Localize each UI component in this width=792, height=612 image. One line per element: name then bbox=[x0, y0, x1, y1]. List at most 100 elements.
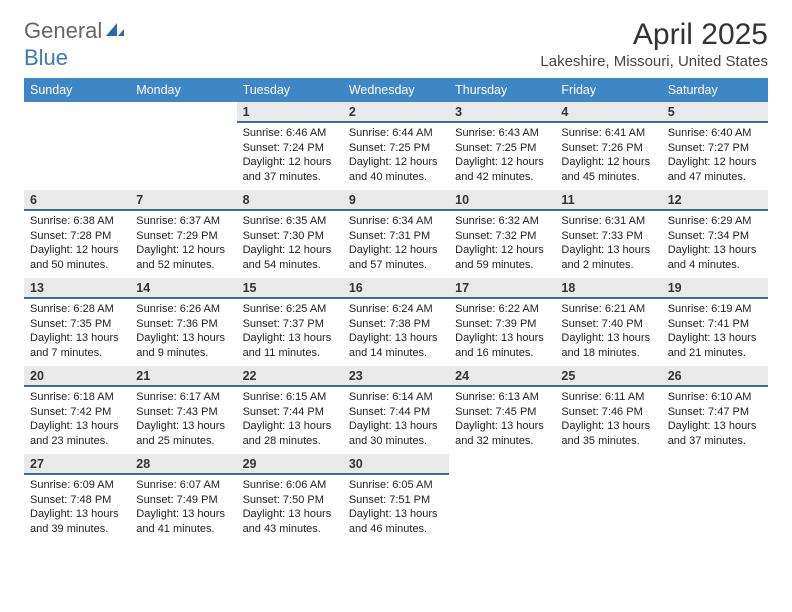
day-number: 16 bbox=[343, 278, 449, 299]
day-details: Sunrise: 6:32 AMSunset: 7:32 PMDaylight:… bbox=[449, 211, 555, 276]
day-details: Sunrise: 6:11 AMSunset: 7:46 PMDaylight:… bbox=[555, 387, 661, 452]
sunrise-line: Sunrise: 6:19 AM bbox=[668, 302, 762, 317]
day-details: Sunrise: 6:05 AMSunset: 7:51 PMDaylight:… bbox=[343, 475, 449, 540]
calendar-day: 9Sunrise: 6:34 AMSunset: 7:31 PMDaylight… bbox=[343, 190, 449, 278]
page-title: April 2025 bbox=[540, 18, 768, 51]
calendar-day: 18Sunrise: 6:21 AMSunset: 7:40 PMDayligh… bbox=[555, 278, 661, 366]
day-number: 27 bbox=[24, 454, 130, 475]
calendar-day: 1Sunrise: 6:46 AMSunset: 7:24 PMDaylight… bbox=[237, 102, 343, 190]
day-number: 11 bbox=[555, 190, 661, 211]
calendar-day: 11Sunrise: 6:31 AMSunset: 7:33 PMDayligh… bbox=[555, 190, 661, 278]
day-details: Sunrise: 6:29 AMSunset: 7:34 PMDaylight:… bbox=[662, 211, 768, 276]
day-details: Sunrise: 6:17 AMSunset: 7:43 PMDaylight:… bbox=[130, 387, 236, 452]
sunrise-line: Sunrise: 6:40 AM bbox=[668, 126, 762, 141]
daylight-line: Daylight: 13 hours and 9 minutes. bbox=[136, 331, 230, 360]
daylight-line: Daylight: 13 hours and 41 minutes. bbox=[136, 507, 230, 536]
sunrise-line: Sunrise: 6:13 AM bbox=[455, 390, 549, 405]
sunset-line: Sunset: 7:32 PM bbox=[455, 229, 549, 244]
daylight-line: Daylight: 13 hours and 28 minutes. bbox=[243, 419, 337, 448]
daylight-line: Daylight: 12 hours and 40 minutes. bbox=[349, 155, 443, 184]
day-details: Sunrise: 6:41 AMSunset: 7:26 PMDaylight:… bbox=[555, 123, 661, 188]
day-details: Sunrise: 6:06 AMSunset: 7:50 PMDaylight:… bbox=[237, 475, 343, 540]
day-number: 17 bbox=[449, 278, 555, 299]
sunset-line: Sunset: 7:28 PM bbox=[30, 229, 124, 244]
day-details: Sunrise: 6:09 AMSunset: 7:48 PMDaylight:… bbox=[24, 475, 130, 540]
daylight-line: Daylight: 13 hours and 11 minutes. bbox=[243, 331, 337, 360]
calendar-week: 1Sunrise: 6:46 AMSunset: 7:24 PMDaylight… bbox=[24, 102, 768, 190]
sunrise-line: Sunrise: 6:25 AM bbox=[243, 302, 337, 317]
sunrise-line: Sunrise: 6:05 AM bbox=[349, 478, 443, 493]
day-details: Sunrise: 6:19 AMSunset: 7:41 PMDaylight:… bbox=[662, 299, 768, 364]
day-details: Sunrise: 6:26 AMSunset: 7:36 PMDaylight:… bbox=[130, 299, 236, 364]
day-number: 14 bbox=[130, 278, 236, 299]
calendar-day: 26Sunrise: 6:10 AMSunset: 7:47 PMDayligh… bbox=[662, 366, 768, 454]
day-details: Sunrise: 6:15 AMSunset: 7:44 PMDaylight:… bbox=[237, 387, 343, 452]
sunset-line: Sunset: 7:44 PM bbox=[243, 405, 337, 420]
calendar-week: 20Sunrise: 6:18 AMSunset: 7:42 PMDayligh… bbox=[24, 366, 768, 454]
sunset-line: Sunset: 7:27 PM bbox=[668, 141, 762, 156]
calendar-day: 13Sunrise: 6:28 AMSunset: 7:35 PMDayligh… bbox=[24, 278, 130, 366]
sunrise-line: Sunrise: 6:41 AM bbox=[561, 126, 655, 141]
day-details: Sunrise: 6:25 AMSunset: 7:37 PMDaylight:… bbox=[237, 299, 343, 364]
calendar-day: 29Sunrise: 6:06 AMSunset: 7:50 PMDayligh… bbox=[237, 454, 343, 542]
sunrise-line: Sunrise: 6:14 AM bbox=[349, 390, 443, 405]
daylight-line: Daylight: 12 hours and 45 minutes. bbox=[561, 155, 655, 184]
sunset-line: Sunset: 7:38 PM bbox=[349, 317, 443, 332]
day-details: Sunrise: 6:46 AMSunset: 7:24 PMDaylight:… bbox=[237, 123, 343, 188]
calendar-day: 20Sunrise: 6:18 AMSunset: 7:42 PMDayligh… bbox=[24, 366, 130, 454]
daylight-line: Daylight: 13 hours and 7 minutes. bbox=[30, 331, 124, 360]
sunset-line: Sunset: 7:37 PM bbox=[243, 317, 337, 332]
day-number: 13 bbox=[24, 278, 130, 299]
day-number: 18 bbox=[555, 278, 661, 299]
sunset-line: Sunset: 7:51 PM bbox=[349, 493, 443, 508]
sunset-line: Sunset: 7:31 PM bbox=[349, 229, 443, 244]
sunrise-line: Sunrise: 6:21 AM bbox=[561, 302, 655, 317]
calendar-day: 30Sunrise: 6:05 AMSunset: 7:51 PMDayligh… bbox=[343, 454, 449, 542]
calendar-day: 5Sunrise: 6:40 AMSunset: 7:27 PMDaylight… bbox=[662, 102, 768, 190]
day-number: 12 bbox=[662, 190, 768, 211]
calendar-day: 19Sunrise: 6:19 AMSunset: 7:41 PMDayligh… bbox=[662, 278, 768, 366]
daylight-line: Daylight: 12 hours and 52 minutes. bbox=[136, 243, 230, 272]
day-number: 22 bbox=[237, 366, 343, 387]
day-details: Sunrise: 6:40 AMSunset: 7:27 PMDaylight:… bbox=[662, 123, 768, 188]
sunset-line: Sunset: 7:45 PM bbox=[455, 405, 549, 420]
daylight-line: Daylight: 13 hours and 30 minutes. bbox=[349, 419, 443, 448]
calendar-day: 21Sunrise: 6:17 AMSunset: 7:43 PMDayligh… bbox=[130, 366, 236, 454]
sunrise-line: Sunrise: 6:37 AM bbox=[136, 214, 230, 229]
day-number: 19 bbox=[662, 278, 768, 299]
day-number: 6 bbox=[24, 190, 130, 211]
sunset-line: Sunset: 7:34 PM bbox=[668, 229, 762, 244]
day-number: 29 bbox=[237, 454, 343, 475]
day-details: Sunrise: 6:21 AMSunset: 7:40 PMDaylight:… bbox=[555, 299, 661, 364]
logo-text-1: General bbox=[24, 18, 102, 44]
daylight-line: Daylight: 13 hours and 46 minutes. bbox=[349, 507, 443, 536]
day-details: Sunrise: 6:22 AMSunset: 7:39 PMDaylight:… bbox=[449, 299, 555, 364]
sunset-line: Sunset: 7:24 PM bbox=[243, 141, 337, 156]
day-details: Sunrise: 6:28 AMSunset: 7:35 PMDaylight:… bbox=[24, 299, 130, 364]
calendar-day: 16Sunrise: 6:24 AMSunset: 7:38 PMDayligh… bbox=[343, 278, 449, 366]
logo-text-2: Blue bbox=[24, 45, 68, 71]
sunset-line: Sunset: 7:33 PM bbox=[561, 229, 655, 244]
sunrise-line: Sunrise: 6:15 AM bbox=[243, 390, 337, 405]
sunset-line: Sunset: 7:50 PM bbox=[243, 493, 337, 508]
daylight-line: Daylight: 13 hours and 43 minutes. bbox=[243, 507, 337, 536]
day-number: 2 bbox=[343, 102, 449, 123]
calendar-day: 14Sunrise: 6:26 AMSunset: 7:36 PMDayligh… bbox=[130, 278, 236, 366]
calendar-day: 6Sunrise: 6:38 AMSunset: 7:28 PMDaylight… bbox=[24, 190, 130, 278]
day-number: 10 bbox=[449, 190, 555, 211]
sunrise-line: Sunrise: 6:29 AM bbox=[668, 214, 762, 229]
daylight-line: Daylight: 13 hours and 39 minutes. bbox=[30, 507, 124, 536]
calendar-day: 28Sunrise: 6:07 AMSunset: 7:49 PMDayligh… bbox=[130, 454, 236, 542]
calendar-day: 3Sunrise: 6:43 AMSunset: 7:25 PMDaylight… bbox=[449, 102, 555, 190]
sunset-line: Sunset: 7:25 PM bbox=[455, 141, 549, 156]
sunrise-line: Sunrise: 6:26 AM bbox=[136, 302, 230, 317]
calendar-day-empty bbox=[24, 102, 130, 190]
sunrise-line: Sunrise: 6:10 AM bbox=[668, 390, 762, 405]
calendar-day: 17Sunrise: 6:22 AMSunset: 7:39 PMDayligh… bbox=[449, 278, 555, 366]
daylight-line: Daylight: 12 hours and 57 minutes. bbox=[349, 243, 443, 272]
sunset-line: Sunset: 7:47 PM bbox=[668, 405, 762, 420]
calendar-day: 7Sunrise: 6:37 AMSunset: 7:29 PMDaylight… bbox=[130, 190, 236, 278]
sunset-line: Sunset: 7:35 PM bbox=[30, 317, 124, 332]
day-number: 15 bbox=[237, 278, 343, 299]
day-details: Sunrise: 6:18 AMSunset: 7:42 PMDaylight:… bbox=[24, 387, 130, 452]
